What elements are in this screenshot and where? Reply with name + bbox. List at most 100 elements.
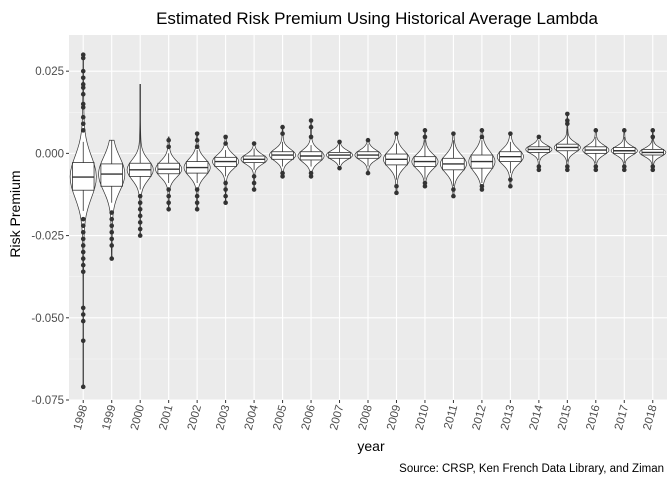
outlier-point: [80, 82, 86, 87]
year-group: [69, 52, 97, 390]
outlier-point: [194, 206, 200, 212]
outlier-point: [80, 223, 86, 229]
x-tick-label: 2018: [641, 404, 659, 432]
outlier-point: [166, 193, 171, 199]
year-group: [183, 131, 211, 212]
outlier-point: [621, 164, 627, 169]
outlier-point: [109, 223, 115, 229]
x-tick-label: 2006: [300, 404, 318, 432]
outlier-point: [337, 165, 342, 171]
outlier-point: [80, 312, 86, 317]
outlier-point: [194, 200, 200, 206]
outlier-point: [280, 174, 285, 179]
outlier-point: [593, 164, 599, 169]
outlier-point: [565, 164, 570, 169]
outlier-point: [479, 187, 485, 192]
year-group: [525, 134, 553, 173]
outlier-point: [80, 68, 86, 74]
x-tick-label: 2016: [584, 404, 602, 432]
x-tick-label: 1998: [72, 404, 90, 432]
outlier-point: [308, 118, 314, 123]
box: [100, 163, 123, 187]
outlier-point: [650, 128, 656, 133]
year-group: [383, 131, 410, 196]
x-tick-label: 2003: [214, 404, 232, 432]
year-group: [240, 141, 268, 192]
outlier-point: [80, 101, 86, 107]
year-group: [354, 137, 382, 176]
outlier-point: [80, 338, 86, 344]
outlier-point: [365, 137, 371, 143]
outlier-point: [109, 210, 115, 215]
plot-marks: [69, 52, 667, 390]
outlier-point: [194, 144, 200, 150]
outlier-point: [223, 141, 228, 146]
year-group: [297, 118, 325, 179]
outlier-point: [80, 318, 86, 324]
y-axis-title: Risk Premium: [7, 170, 23, 257]
outlier-point: [80, 262, 86, 268]
outlier-point: [80, 91, 86, 97]
outlier-point: [194, 131, 200, 136]
outlier-point: [109, 216, 115, 222]
outlier-point: [479, 183, 485, 189]
year-group: [269, 124, 297, 179]
outlier-point: [394, 131, 399, 136]
x-tick-label: 2013: [499, 404, 517, 432]
outlier-point: [536, 167, 542, 173]
year-group: [553, 111, 581, 173]
outlier-point: [137, 220, 143, 225]
outlier-point: [650, 167, 656, 173]
outlier-point: [166, 137, 171, 143]
outlier-point: [223, 187, 228, 192]
outlier-point: [80, 236, 86, 242]
outlier-point: [508, 131, 513, 136]
outlier-point: [593, 128, 599, 133]
outlier-point: [280, 170, 285, 176]
year-group: [126, 83, 154, 238]
year-group: [439, 131, 467, 199]
outlier-point: [308, 170, 314, 176]
outlier-point: [621, 128, 627, 133]
year-group: [155, 136, 183, 212]
x-axis: 1998 1999 2000 2001 2002 2003 2004 2005 2006 2007…: [72, 400, 660, 431]
outlier-point: [565, 167, 570, 173]
outlier-point: [223, 193, 228, 199]
outlier-point: [565, 121, 570, 127]
outlier-point: [80, 105, 86, 110]
x-tick-label: 2005: [271, 404, 289, 432]
outlier-point: [593, 167, 599, 173]
y-tick-label: -0.075: [31, 395, 64, 407]
x-tick-label: 2001: [157, 404, 175, 432]
outlier-point: [80, 85, 86, 90]
outlier-point: [223, 180, 228, 186]
year-group: [411, 128, 439, 189]
outlier-point: [194, 193, 200, 199]
outlier-point: [80, 216, 86, 222]
outlier-point: [80, 269, 86, 275]
x-tick-label: 2011: [442, 404, 460, 431]
x-tick-label: 2008: [357, 404, 375, 432]
outlier-point: [422, 183, 428, 189]
year-group: [610, 128, 638, 173]
x-tick-label: 2004: [243, 403, 261, 431]
y-axis: 0.025 0.000 -0.025 -0.050 -0.075: [31, 66, 69, 407]
outlier-point: [565, 118, 570, 123]
year-group: [212, 134, 240, 206]
outlier-point: [223, 134, 228, 140]
year-group: [639, 128, 667, 173]
outlier-point: [109, 229, 115, 235]
outlier-point: [365, 170, 371, 176]
outlier-point: [251, 187, 257, 192]
outlier-point: [137, 193, 143, 199]
outlier-point: [451, 187, 456, 192]
outlier-point: [80, 243, 86, 248]
y-tick-label: 0.025: [35, 66, 64, 78]
x-tick-label: 2012: [471, 404, 489, 432]
outlier-point: [536, 134, 542, 140]
year-group: [468, 128, 496, 192]
outlier-point: [80, 52, 86, 58]
outlier-point: [80, 128, 86, 133]
outlier-point: [251, 174, 257, 179]
outlier-point: [422, 128, 428, 133]
